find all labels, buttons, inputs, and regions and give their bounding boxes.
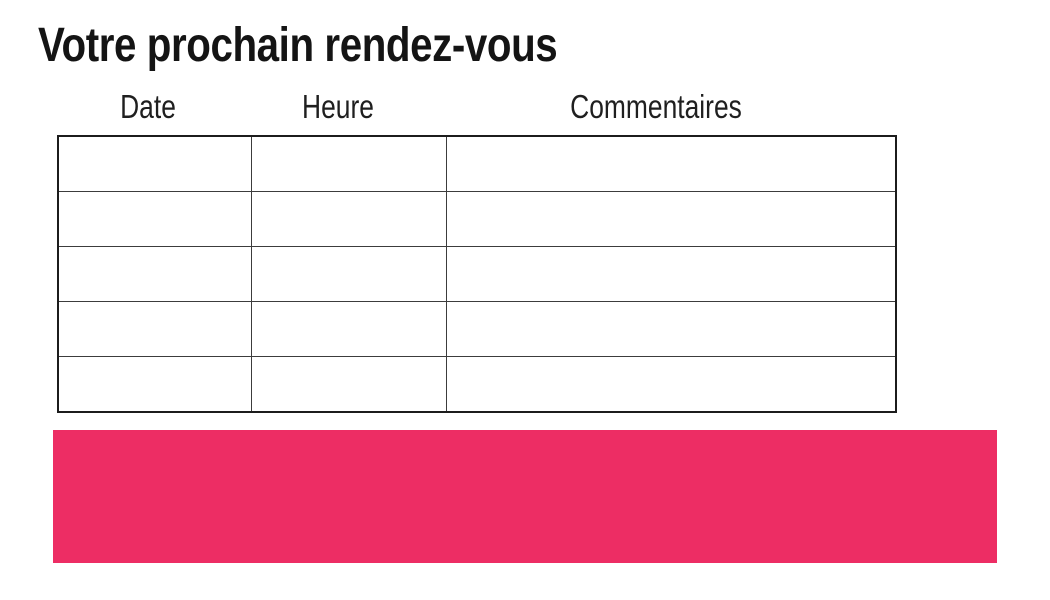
table-cell [57,191,252,247]
column-header-commentaires: Commentaires [570,88,742,125]
table-row [57,135,897,192]
table-row [57,246,897,302]
table-cell [250,301,447,357]
table-cell [57,356,252,413]
table-cell [57,246,252,302]
table-row [57,356,897,413]
table-cell [57,135,252,192]
table-cell [445,191,897,247]
table-cell [250,356,447,413]
column-header-date: Date [120,88,176,125]
appointments-table-body [57,135,897,413]
table-cell [250,191,447,247]
table-cell [445,301,897,357]
table-cell [57,301,252,357]
table-cell [445,135,897,192]
table-row [57,301,897,357]
highlight-banner [53,430,997,563]
table-cell [250,135,447,192]
table-row [57,191,897,247]
table-cell [445,246,897,302]
table-cell [250,246,447,302]
page-title: Votre prochain rendez-vous [38,19,558,72]
appointments-table [57,135,897,413]
table-cell [445,356,897,413]
column-header-heure: Heure [302,88,374,125]
